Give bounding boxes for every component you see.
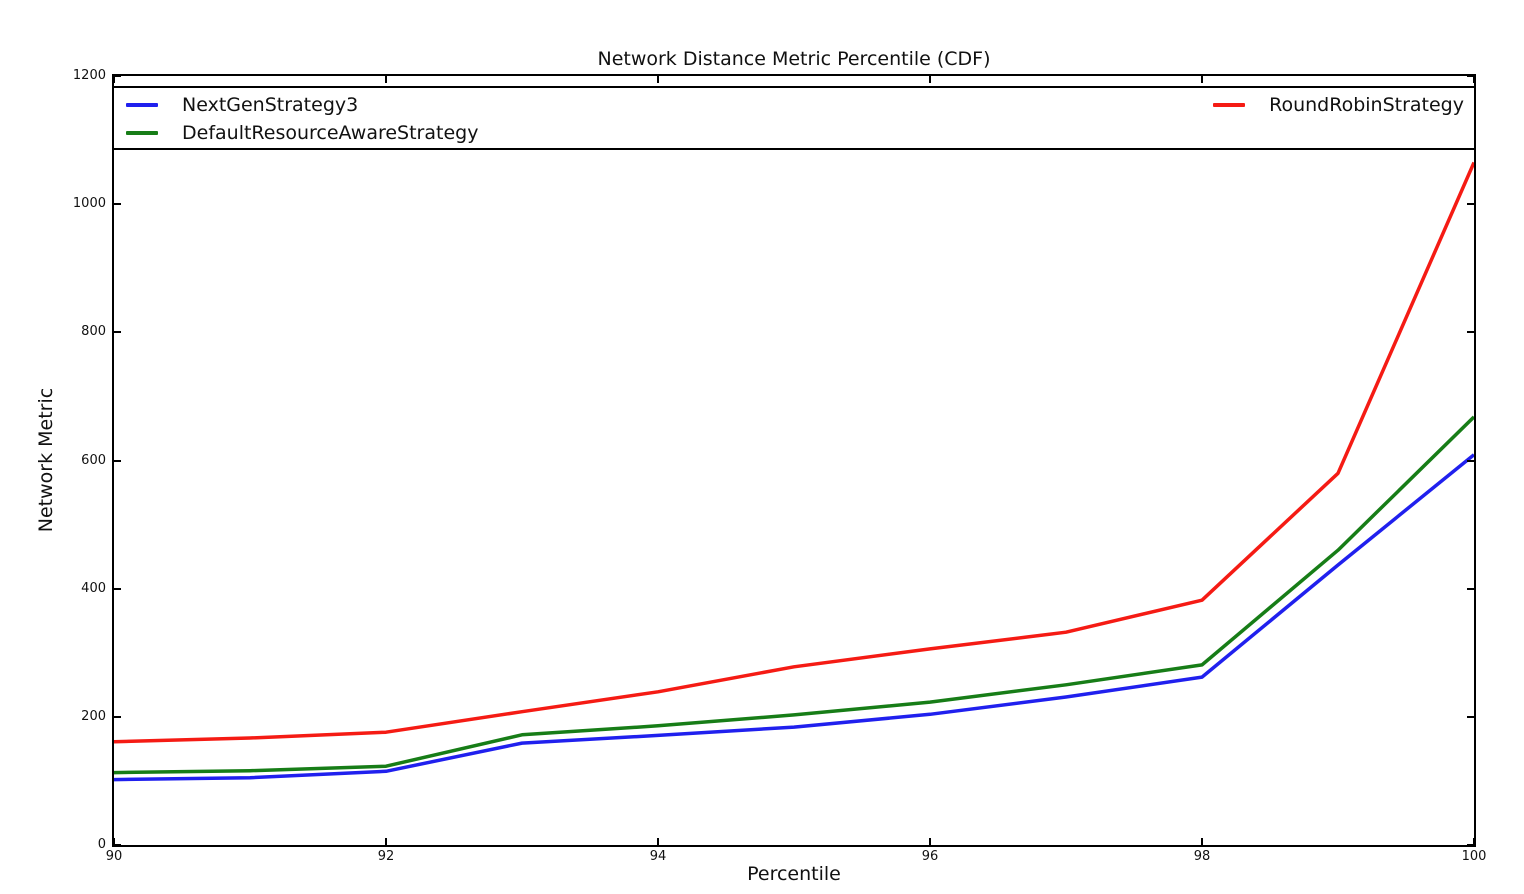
x-tick-label: 92 (377, 849, 395, 864)
tick-mark (114, 715, 121, 718)
tick-mark (385, 76, 387, 83)
legend-left-column: NextGenStrategy3 DefaultResourceAwareStr… (126, 91, 478, 147)
legend-entry: NextGenStrategy3 (126, 91, 478, 119)
tick-mark (1473, 76, 1475, 83)
y-tick-label: 800 (81, 324, 106, 340)
tick-mark (113, 76, 115, 83)
tick-mark (1473, 838, 1475, 845)
tick-mark (929, 76, 931, 83)
tick-mark (1467, 844, 1474, 846)
tick-mark (657, 76, 659, 83)
legend-label: DefaultResourceAwareStrategy (182, 122, 479, 144)
x-tick-label: 98 (1193, 849, 1211, 864)
tick-mark (1467, 331, 1474, 334)
legend-entry: DefaultResourceAwareStrategy (126, 119, 478, 147)
tick-mark (1467, 587, 1474, 590)
y-tick-label: 200 (81, 708, 106, 724)
y-tick-label: 1000 (72, 196, 106, 212)
x-tick-label: 90 (105, 849, 123, 864)
y-tick-label: 400 (81, 580, 106, 596)
x-tick-label: 94 (649, 849, 667, 864)
plot-area: NextGenStrategy3 DefaultResourceAwareStr… (112, 74, 1476, 847)
tick-mark (114, 587, 121, 590)
x-tick-label: 100 (1461, 849, 1487, 864)
legend-label: RoundRobinStrategy (1269, 94, 1464, 116)
legend-line-sample-red (1213, 103, 1246, 107)
tick-mark (929, 838, 931, 845)
series-line-NextGenStrategy3 (114, 453, 1474, 782)
series-line-RoundRobinStrategy (114, 161, 1474, 744)
chart-title: Network Distance Metric Percentile (CDF) (597, 48, 991, 70)
tick-mark (114, 459, 121, 462)
tick-mark (1467, 75, 1474, 77)
y-tick-label: 600 (81, 452, 106, 468)
tick-mark (113, 838, 115, 845)
y-tick-label: 1200 (72, 68, 106, 83)
legend: NextGenStrategy3 DefaultResourceAwareStr… (112, 86, 1476, 150)
tick-mark (114, 203, 121, 206)
tick-mark (1467, 203, 1474, 206)
tick-mark (657, 838, 659, 845)
legend-line-sample-blue (126, 103, 158, 107)
x-axis-label: Percentile (747, 863, 841, 885)
series-line-DefaultResourceAwareStrategy (114, 415, 1474, 775)
legend-right-column: RoundRobinStrategy (1213, 91, 1464, 119)
chart-lines (114, 161, 1474, 782)
tick-mark (1467, 459, 1474, 462)
tick-mark (114, 75, 121, 77)
legend-label: NextGenStrategy3 (182, 94, 359, 116)
legend-entry: RoundRobinStrategy (1213, 91, 1464, 119)
tick-mark (1467, 715, 1474, 718)
tick-mark (1201, 838, 1203, 845)
tick-mark (114, 844, 121, 846)
tick-mark (385, 838, 387, 845)
legend-line-sample-green (126, 131, 158, 135)
tick-mark (114, 331, 121, 334)
x-tick-label: 96 (921, 849, 939, 864)
y-tick-label: 0 (97, 837, 106, 852)
tick-mark (1201, 76, 1203, 83)
